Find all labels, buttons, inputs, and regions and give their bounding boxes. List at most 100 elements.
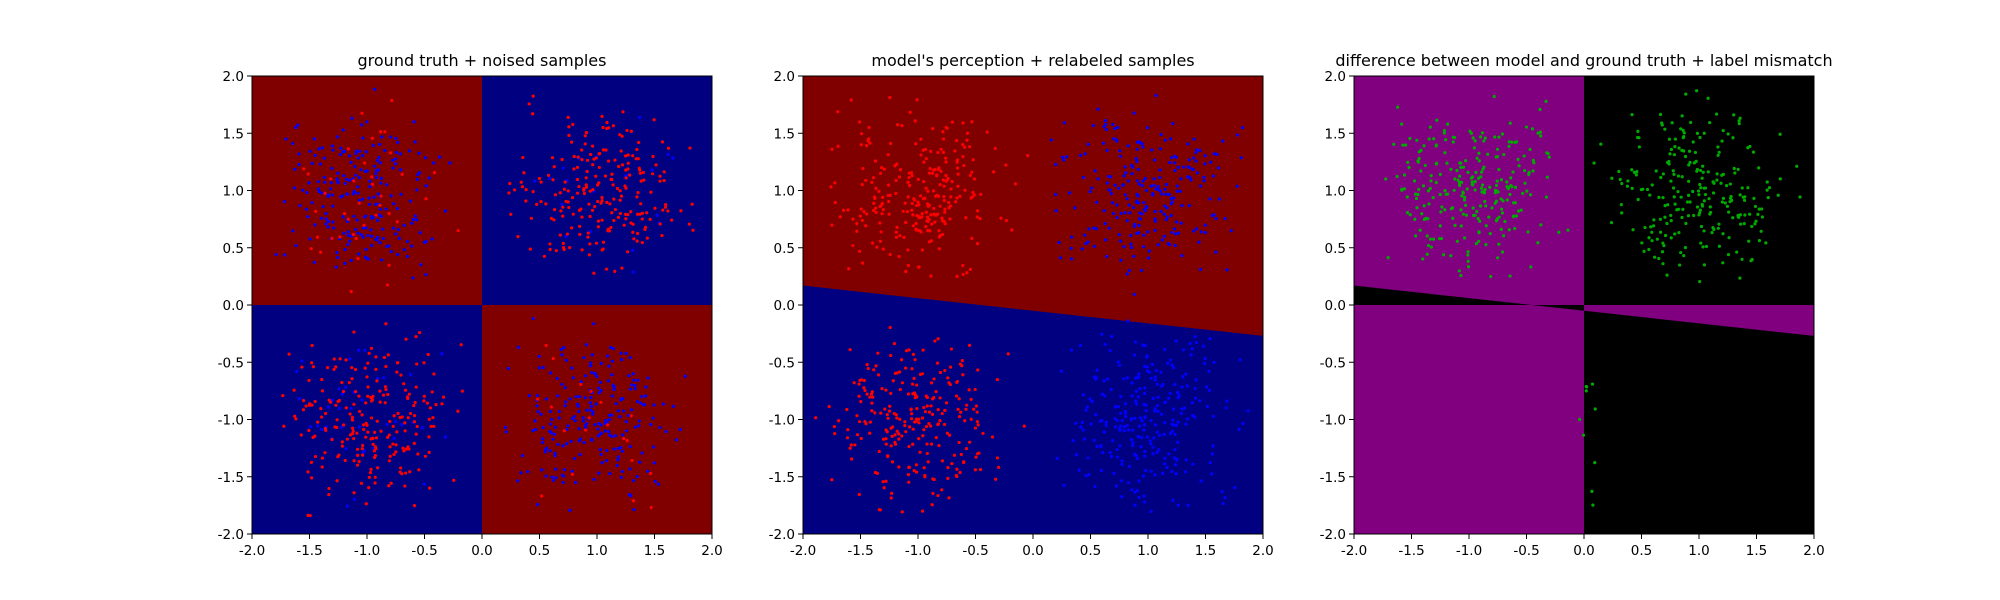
data-point (1707, 197, 1711, 201)
data-point (1142, 423, 1146, 427)
data-point (1149, 442, 1153, 446)
data-point (1069, 246, 1073, 251)
data-point (1144, 409, 1148, 413)
data-point (1055, 456, 1059, 460)
data-point (1073, 206, 1077, 210)
data-point (1795, 164, 1799, 168)
data-point (857, 394, 861, 398)
data-point (1205, 404, 1210, 409)
data-point (929, 442, 934, 446)
panel-1: -2.0 -1.5 -1.0 -0.5 0.0 0.5 1.0 1.5 2.02.01.51.0… (218, 51, 723, 559)
data-point (889, 141, 893, 146)
data-point (562, 187, 567, 191)
data-point (316, 180, 320, 184)
data-point (565, 427, 569, 432)
data-point (412, 414, 417, 418)
data-point (353, 390, 358, 394)
data-point (548, 176, 552, 181)
data-point (1175, 189, 1179, 193)
data-point (1459, 165, 1463, 169)
data-point (1458, 174, 1462, 178)
data-point (1167, 452, 1171, 456)
data-point (592, 477, 596, 481)
data-point (1069, 257, 1074, 261)
data-point (336, 178, 340, 183)
data-point (383, 385, 388, 389)
data-point (557, 409, 561, 414)
data-point (635, 195, 639, 199)
data-point (1126, 144, 1130, 148)
data-point (1119, 239, 1123, 243)
data-point (609, 345, 613, 350)
data-point (379, 214, 383, 219)
data-point (509, 212, 513, 216)
data-point (611, 124, 615, 128)
data-point (586, 158, 590, 162)
data-point (1531, 169, 1535, 173)
data-point (354, 236, 358, 241)
data-point (1136, 375, 1141, 379)
data-point (841, 208, 846, 212)
data-point (651, 154, 655, 159)
data-point (1077, 468, 1081, 472)
data-point (1698, 135, 1702, 140)
data-point (414, 432, 418, 436)
data-point (322, 156, 326, 160)
data-point (1158, 147, 1163, 151)
data-point (628, 387, 632, 391)
data-point (894, 230, 898, 234)
data-point (914, 463, 919, 467)
data-point (1174, 220, 1179, 224)
data-point (688, 146, 692, 150)
data-point (1089, 422, 1093, 426)
data-point (1415, 138, 1419, 142)
data-point (1471, 136, 1475, 140)
data-point (564, 358, 568, 362)
data-point (954, 200, 958, 204)
data-point (330, 236, 334, 240)
data-point (556, 442, 560, 447)
data-point (347, 380, 351, 385)
data-point (1145, 126, 1150, 130)
data-point (1508, 121, 1512, 125)
data-point (383, 148, 387, 153)
data-point (558, 233, 562, 237)
data-point (363, 348, 367, 352)
data-point (1706, 170, 1710, 174)
data-point (1143, 207, 1147, 212)
data-point (405, 395, 410, 399)
data-point (1711, 225, 1715, 230)
data-point (942, 184, 946, 188)
region-top-left (252, 76, 482, 305)
data-point (603, 429, 607, 433)
data-point (649, 471, 653, 476)
data-point (1145, 435, 1150, 439)
data-point (613, 207, 617, 212)
data-point (1246, 409, 1250, 413)
data-point (1524, 125, 1529, 129)
data-point (1759, 229, 1763, 233)
data-point (897, 465, 901, 469)
data-point (1187, 203, 1191, 208)
data-point (554, 476, 558, 480)
data-point (648, 217, 652, 221)
data-point (1395, 174, 1399, 179)
data-point (391, 442, 395, 446)
data-point (1490, 206, 1494, 210)
data-point (1683, 154, 1688, 159)
data-point (845, 436, 850, 440)
data-point (403, 421, 407, 425)
data-point (1728, 182, 1732, 186)
data-point (950, 120, 954, 124)
data-point (1544, 195, 1549, 199)
data-point (1167, 396, 1171, 400)
data-point (926, 460, 930, 464)
data-point (907, 444, 911, 449)
data-point (887, 409, 892, 413)
data-point (1428, 186, 1432, 191)
data-point (940, 219, 945, 223)
data-point (369, 346, 374, 350)
data-point (895, 429, 899, 433)
data-point (674, 438, 679, 442)
data-point (1198, 148, 1202, 153)
